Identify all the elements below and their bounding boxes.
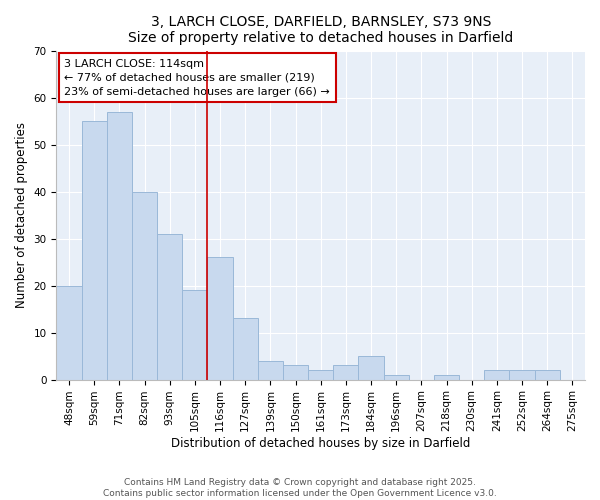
Text: 3 LARCH CLOSE: 114sqm
← 77% of detached houses are smaller (219)
23% of semi-det: 3 LARCH CLOSE: 114sqm ← 77% of detached … [64,59,330,97]
Bar [182,290,208,380]
Bar [383,375,409,380]
Bar [509,370,535,380]
Bar [434,375,459,380]
Bar [333,366,358,380]
Text: Contains HM Land Registry data © Crown copyright and database right 2025.
Contai: Contains HM Land Registry data © Crown c… [103,478,497,498]
Y-axis label: Number of detached properties: Number of detached properties [15,122,28,308]
Bar [283,366,308,380]
Bar [308,370,333,380]
X-axis label: Distribution of detached houses by size in Darfield: Distribution of detached houses by size … [171,437,470,450]
Bar [358,356,383,380]
Bar [484,370,509,380]
Title: 3, LARCH CLOSE, DARFIELD, BARNSLEY, S73 9NS
Size of property relative to detache: 3, LARCH CLOSE, DARFIELD, BARNSLEY, S73 … [128,15,514,45]
Bar [157,234,182,380]
Bar [82,121,107,380]
Bar [132,192,157,380]
Bar [535,370,560,380]
Bar [258,361,283,380]
Bar [107,112,132,380]
Bar [56,286,82,380]
Bar [208,258,233,380]
Bar [233,318,258,380]
